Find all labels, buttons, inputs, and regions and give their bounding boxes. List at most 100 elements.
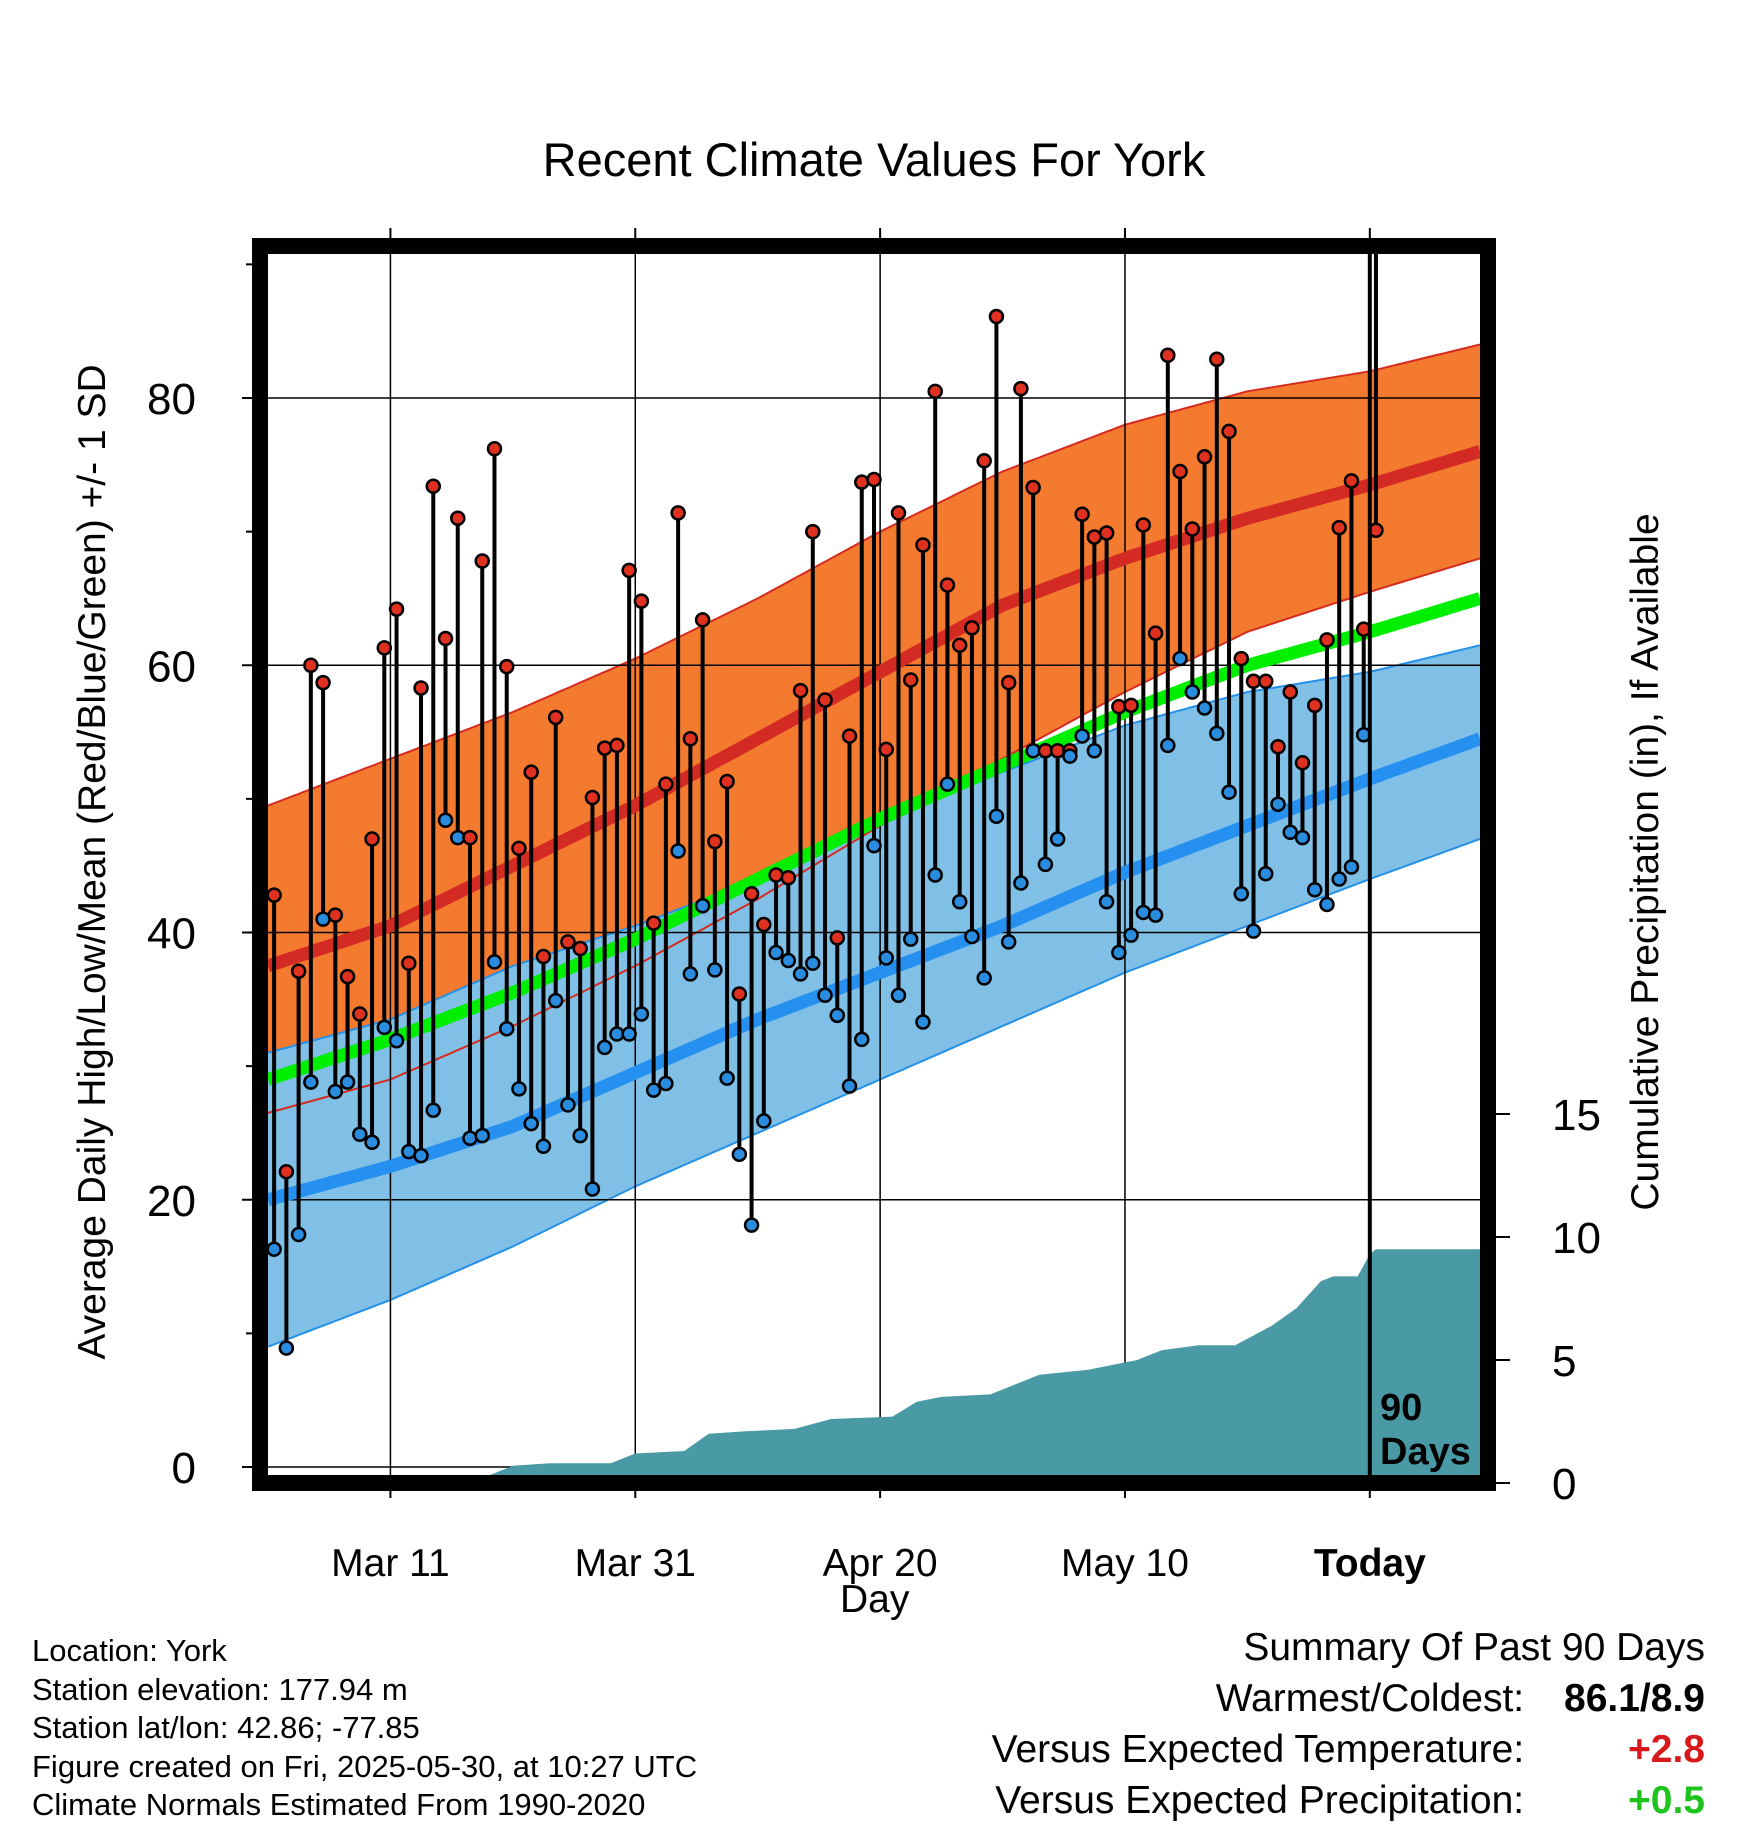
daily-low-point [1049, 831, 1066, 847]
daily-low-point [1111, 944, 1127, 961]
daily-low-point [1062, 748, 1078, 764]
y-tick-label: 40 [147, 910, 196, 959]
daily-high-point [658, 776, 674, 792]
daily-high-point [621, 562, 637, 579]
daily-high-point [927, 383, 943, 400]
daily-high-point [719, 773, 735, 790]
daily-high-point [1343, 473, 1360, 489]
daily-low-point [939, 776, 956, 792]
daily-high-point [645, 915, 662, 931]
daily-low-point [1306, 881, 1323, 898]
precip-area [484, 1249, 1480, 1476]
precip-tick-label: 0 [1552, 1460, 1576, 1509]
daily-high-point [596, 740, 613, 756]
daily-high-point [1221, 423, 1237, 440]
daily-high-point [450, 510, 466, 527]
daily-low-point [1319, 896, 1335, 913]
daily-low-point [768, 944, 784, 961]
daily-low-point [1331, 871, 1347, 887]
daily-high-point [511, 840, 527, 857]
daily-high-point [792, 682, 809, 699]
daily-low-point [964, 928, 980, 945]
daily-low-point [707, 962, 723, 978]
daily-low-point [1135, 904, 1152, 921]
daily-low-point [658, 1075, 674, 1092]
daily-low-point [523, 1115, 539, 1132]
daily-low-point [437, 812, 454, 829]
daily-low-point [1086, 743, 1103, 759]
daily-high-point [1160, 347, 1176, 363]
y-tick-label: 0 [172, 1444, 196, 1493]
daily-low-point [278, 1340, 295, 1356]
daily-low-point [645, 1082, 662, 1098]
daily-low-point [1282, 824, 1298, 841]
warmest-coldest-label: Warmest/Coldest: [1215, 1677, 1525, 1720]
daily-high-point [290, 963, 307, 980]
summary-heading: Summary Of Past 90 Days [1243, 1626, 1705, 1669]
daily-low-point [474, 1127, 490, 1144]
daily-high-point [560, 934, 576, 950]
daily-low-point [1369, 0, 1382, 7]
daily-low-point [866, 837, 882, 854]
daily-low-point [1123, 927, 1139, 943]
days-window-label: 90 Days [1380, 1387, 1471, 1473]
daily-low-point [376, 1019, 393, 1036]
daily-low-point [633, 1006, 650, 1022]
info-latlon: Station lat/lon: 42.86; -77.85 [32, 1710, 420, 1745]
daily-high-point [988, 308, 1005, 325]
daily-high-point [633, 593, 650, 609]
daily-high-point [1123, 697, 1139, 714]
daily-low-point [327, 1083, 344, 1100]
daily-low-point [1074, 728, 1090, 744]
daily-low-point [1037, 856, 1054, 873]
daily-high-point [707, 833, 723, 850]
daily-low-point [462, 1130, 478, 1147]
daily-low-point [425, 1102, 442, 1118]
daily-high-point [780, 869, 797, 886]
daily-high-point [1135, 517, 1152, 533]
plot-area [268, 0, 1480, 1476]
daily-low-point [1160, 737, 1176, 754]
daily-high-point [939, 577, 956, 593]
low-sd-band [268, 645, 1480, 1347]
x-tick-label: Today [1314, 1542, 1426, 1585]
daily-low-point [1184, 684, 1201, 700]
info-elevation: Station elevation: 177.94 m [32, 1671, 408, 1707]
daily-high-point [437, 630, 454, 647]
precip-tick-label: 5 [1552, 1337, 1576, 1386]
daily-high-point [1098, 525, 1115, 541]
daily-high-point [1147, 625, 1164, 641]
daily-high-point [327, 907, 344, 923]
daily-high-point [731, 986, 748, 1002]
daily-high-point [315, 674, 331, 691]
daily-low-point [915, 1014, 931, 1030]
daily-low-point [1147, 907, 1164, 923]
daily-high-point [584, 789, 601, 806]
daily-high-point [413, 680, 429, 696]
daily-low-point [1233, 885, 1250, 902]
daily-low-point [927, 867, 943, 883]
chart-title: Recent Climate Values For York [542, 133, 1206, 186]
daily-low-point [902, 931, 919, 947]
daily-high-point [352, 1006, 368, 1022]
x-axis-label: Day [840, 1578, 910, 1621]
daily-high-point [829, 930, 846, 946]
daily-high-point [547, 709, 564, 726]
daily-high-point [1270, 739, 1286, 755]
daily-high-point [388, 601, 405, 617]
daily-low-point [878, 950, 894, 966]
daily-low-point [572, 1127, 588, 1144]
daily-low-point [498, 1020, 515, 1037]
plot-frame [252, 238, 1496, 1491]
daily-high-point [682, 730, 699, 747]
daily-high-point [486, 441, 503, 457]
y-tick-label: 60 [147, 642, 196, 691]
daily-low-point [352, 1126, 368, 1143]
daily-high-point [278, 1163, 295, 1180]
daily-low-point [388, 1032, 405, 1049]
daily-high-point [572, 940, 588, 957]
x-tick-label: Mar 11 [331, 1542, 450, 1585]
daily-high-point [474, 553, 490, 569]
daily-low-point [413, 1147, 429, 1164]
